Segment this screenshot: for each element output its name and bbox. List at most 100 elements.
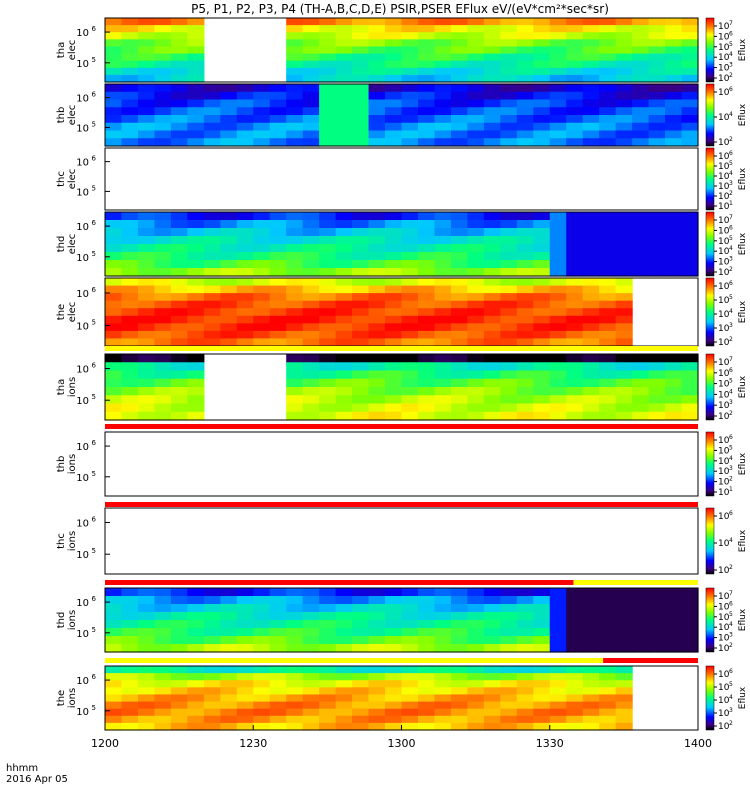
spectrogram-cell <box>236 315 254 324</box>
spectrogram-cell <box>187 694 205 703</box>
spectrogram-cell <box>417 411 436 421</box>
spectrogram-cell <box>105 370 123 380</box>
panel-species-label: elec <box>67 302 78 323</box>
spectrogram-cell <box>368 612 386 621</box>
colorbar <box>705 353 715 421</box>
spectrogram-cell <box>483 84 501 93</box>
spectrogram-cell <box>368 99 386 108</box>
spectrogram-cell <box>187 323 205 332</box>
spectrogram-cell <box>319 18 337 26</box>
colorbar <box>705 147 715 211</box>
spectrogram-cell <box>137 91 156 101</box>
spectrogram-cell <box>450 644 468 653</box>
spectrogram-cell <box>632 620 650 629</box>
spectrogram-cell <box>352 18 370 26</box>
spectrogram-cell <box>170 99 188 108</box>
spectrogram-cell <box>450 673 468 681</box>
spectrogram-cell <box>467 708 485 717</box>
spectrogram-cell <box>401 91 419 101</box>
spectrogram-cell <box>170 115 188 124</box>
spectrogram-cell <box>302 362 320 372</box>
spectrogram-cell <box>154 315 172 324</box>
spectrogram-cell <box>401 268 419 277</box>
colorbar-tick-label: 10 <box>718 488 730 498</box>
spectrogram-cell <box>599 138 617 147</box>
spectrogram-cell <box>450 628 468 637</box>
spectrogram-cell <box>533 220 551 229</box>
spectrogram-cell <box>253 244 271 253</box>
spectrogram-cell <box>450 708 468 717</box>
spectrogram-cell <box>665 620 683 629</box>
spectrogram-cell <box>154 588 172 597</box>
status-bar <box>105 502 698 507</box>
spectrogram-cell <box>549 687 567 696</box>
spectrogram-cell <box>483 260 501 269</box>
colorbar <box>705 431 715 497</box>
colorbar-tick-exponent: 7 <box>729 20 733 27</box>
spectrogram-cell <box>401 212 419 221</box>
spectrogram-cell <box>187 46 205 55</box>
spectrogram-cell <box>467 370 485 380</box>
spectrogram-cell <box>220 268 238 277</box>
spectrogram-cell <box>500 354 518 363</box>
spectrogram-cell <box>533 687 551 696</box>
spectrogram-cell <box>220 596 238 605</box>
spectrogram-cell <box>566 278 584 287</box>
spectrogram-cell <box>549 278 567 287</box>
spectrogram-cell <box>137 107 156 116</box>
spectrogram-cell <box>187 680 205 688</box>
spectrogram-cell <box>615 644 633 653</box>
spectrogram-cell <box>450 278 468 287</box>
spectrogram-cell <box>533 387 551 396</box>
spectrogram-cell <box>203 293 221 302</box>
spectrogram-cell <box>665 244 683 253</box>
x-tick-label: 1200 <box>91 737 119 750</box>
spectrogram-cell <box>187 138 205 147</box>
spectrogram-cell <box>137 628 156 637</box>
spectrogram-cell <box>665 220 683 229</box>
spectrogram-cell <box>121 378 139 388</box>
spectrogram-cell <box>483 588 501 597</box>
spectrogram-cell <box>121 701 139 710</box>
spectrogram-cell <box>368 701 386 710</box>
spectrogram-cell <box>401 300 419 309</box>
spectrogram-cell <box>500 99 518 108</box>
status-bar <box>105 424 698 429</box>
spectrogram-cell <box>220 138 238 147</box>
spectrogram-cell <box>401 411 419 421</box>
spectrogram-cell <box>187 293 205 302</box>
spectrogram-cell <box>253 701 271 710</box>
spectrogram-cell <box>615 403 633 413</box>
spectrogram-cell <box>500 107 518 116</box>
spectrogram-cell <box>681 236 699 245</box>
spectrogram-cell <box>236 236 254 245</box>
spectrogram-cell <box>269 330 287 340</box>
spectrogram-cell <box>335 330 353 340</box>
spectrogram-cell <box>352 411 370 421</box>
spectrogram-cell <box>615 60 633 69</box>
spectrogram-cell <box>467 278 485 287</box>
spectrogram-cell <box>500 25 518 33</box>
spectrogram-cell <box>483 378 501 388</box>
spectrogram-cell <box>286 91 304 101</box>
spectrogram-cell <box>170 268 188 277</box>
spectrogram-cell <box>516 39 534 48</box>
spectrogram-cell <box>615 115 633 124</box>
spectrogram-cell <box>121 268 139 277</box>
spectrogram-cell <box>154 212 172 221</box>
spectrogram-cell <box>450 395 468 405</box>
spectrogram-cell <box>500 636 518 645</box>
spectrogram-cell <box>533 694 551 703</box>
spectrogram-cell <box>483 268 501 277</box>
spectrogram-cell <box>483 636 501 645</box>
spectrogram-cell <box>236 220 254 229</box>
spectrogram-cell <box>286 107 304 116</box>
spectrogram-cell <box>302 25 320 33</box>
spectrogram-cell <box>286 252 304 261</box>
spectrogram-cell <box>385 99 403 108</box>
spectrogram-cell <box>467 411 485 421</box>
spectrogram-cell <box>582 338 600 347</box>
spectrogram-cell <box>269 228 287 237</box>
spectrogram-cell <box>566 99 584 108</box>
spectrogram-cell <box>450 378 468 388</box>
